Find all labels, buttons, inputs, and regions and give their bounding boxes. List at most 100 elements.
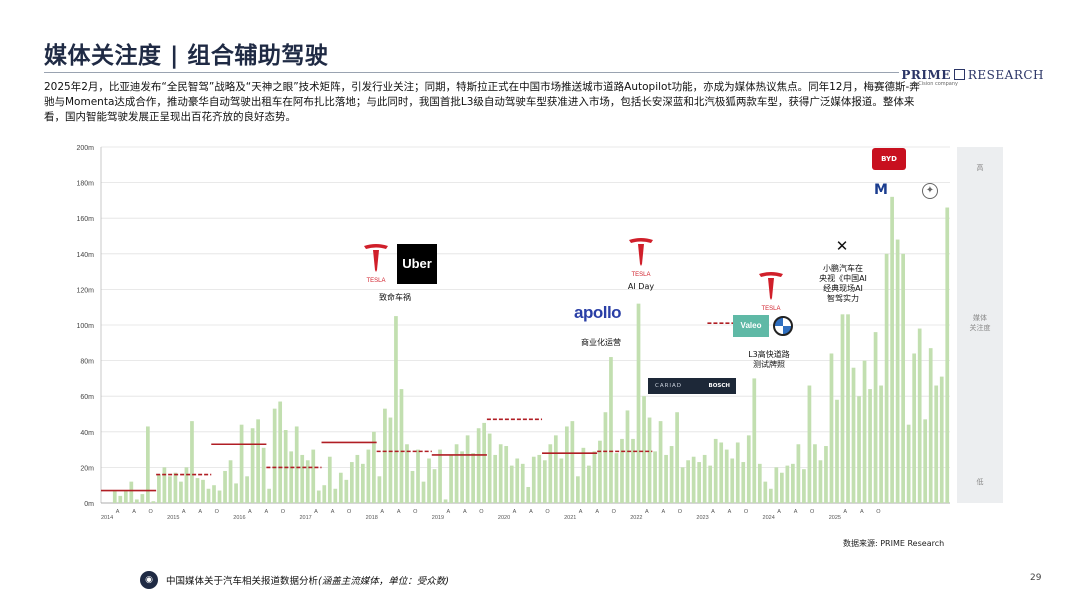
bar <box>476 428 481 503</box>
average-lines <box>101 322 763 492</box>
bar <box>757 463 762 503</box>
bar <box>416 449 420 503</box>
x-month-label: O <box>413 509 418 515</box>
bar <box>548 444 553 503</box>
x-month-label: A <box>579 509 583 515</box>
x-month-label: A <box>661 509 665 515</box>
bar <box>631 438 635 503</box>
bar <box>785 465 790 503</box>
x-month-label: A <box>198 509 202 515</box>
bar <box>713 438 718 503</box>
bar <box>333 488 338 503</box>
apollo-logo: apollo <box>574 303 622 322</box>
x-month-label: A <box>132 509 136 515</box>
y-tick-label: 60m <box>80 394 94 401</box>
brand-subtitle: a Cision company <box>913 81 958 87</box>
bar <box>741 462 746 503</box>
bar <box>239 424 244 503</box>
x-month-label: A <box>728 509 732 515</box>
y-tick-label: 80m <box>80 359 94 366</box>
bar <box>509 465 514 503</box>
scale-panel <box>957 147 1003 503</box>
caption-line: 智驾实力 <box>827 294 859 303</box>
bar <box>179 481 183 503</box>
x-month-label: O <box>347 509 352 515</box>
bar <box>399 389 404 503</box>
caption-commercial: 商业化运营 <box>581 338 621 347</box>
bar <box>653 451 657 503</box>
bar <box>157 474 161 503</box>
x-month-label: A <box>463 509 467 515</box>
bar <box>581 447 586 503</box>
bar <box>421 481 426 503</box>
bar <box>862 360 867 503</box>
bar <box>779 472 784 503</box>
x-month-label: O <box>479 509 484 515</box>
bar <box>465 435 470 503</box>
bar <box>361 463 365 503</box>
scale-mid-label: 关注度 <box>970 323 991 332</box>
tesla-logo-icon: TESLA <box>759 272 783 312</box>
brand-bold: PRIME <box>901 68 951 82</box>
bar <box>311 449 316 503</box>
x-month-label: A <box>331 509 335 515</box>
bar <box>763 481 768 503</box>
bar <box>289 451 294 503</box>
bosch-label: BOSCH <box>708 383 730 389</box>
bar <box>355 454 360 503</box>
bar <box>939 376 944 503</box>
x-year-label: 2017 <box>299 515 311 521</box>
x-year-label: 2023 <box>696 515 708 521</box>
bar <box>206 488 211 503</box>
bar <box>223 470 227 503</box>
x-month-label: O <box>612 509 617 515</box>
caption-fatal-crash: 致命车祸 <box>379 293 411 302</box>
bar <box>625 410 630 503</box>
valeo-logo: Valeo <box>733 315 769 337</box>
bar <box>592 451 597 503</box>
bar <box>614 453 619 503</box>
bar <box>642 396 646 503</box>
bar <box>587 465 591 503</box>
bar <box>570 421 575 503</box>
bar <box>664 454 668 503</box>
x-year-label: 2020 <box>498 515 510 521</box>
bar <box>912 353 917 503</box>
bar <box>366 449 371 503</box>
bar <box>708 465 713 503</box>
bar <box>173 472 178 503</box>
bar <box>829 353 834 503</box>
chart-grid <box>100 146 950 504</box>
y-tick-label: 20m <box>80 465 94 472</box>
bar <box>217 490 222 503</box>
tesla-logo-icon: TESLA <box>629 238 653 278</box>
bar <box>184 467 189 503</box>
bar <box>702 454 707 503</box>
bar <box>228 460 233 503</box>
bar <box>234 483 238 503</box>
x-month-label: A <box>595 509 599 515</box>
x-year-label: 2014 <box>101 515 113 521</box>
caption-xpeng: 小鹏汽车在 央视《中国AI 经典现场AI 智驾实力 <box>812 264 874 304</box>
bar <box>394 316 398 503</box>
mercedes-logo-icon: ✦ <box>922 183 938 199</box>
bar <box>250 428 255 503</box>
x-month-label: O <box>744 509 749 515</box>
svg-text:TESLA: TESLA <box>631 272 650 278</box>
bar <box>487 433 492 503</box>
uber-logo: Uber <box>397 244 437 284</box>
caption-line: 央视《中国AI <box>819 274 867 283</box>
bar <box>245 476 249 503</box>
bar <box>129 481 134 503</box>
y-tick-label: 0m <box>84 501 94 508</box>
x-month-label: O <box>215 509 220 515</box>
x-month-label: A <box>843 509 847 515</box>
bar <box>675 412 679 503</box>
brand-rest: RESEARCH <box>967 68 1044 82</box>
bar <box>283 430 288 503</box>
bar <box>934 385 939 503</box>
bar <box>498 444 503 503</box>
x-year-label: 2018 <box>366 515 378 521</box>
brand-mark-icon <box>953 69 965 80</box>
